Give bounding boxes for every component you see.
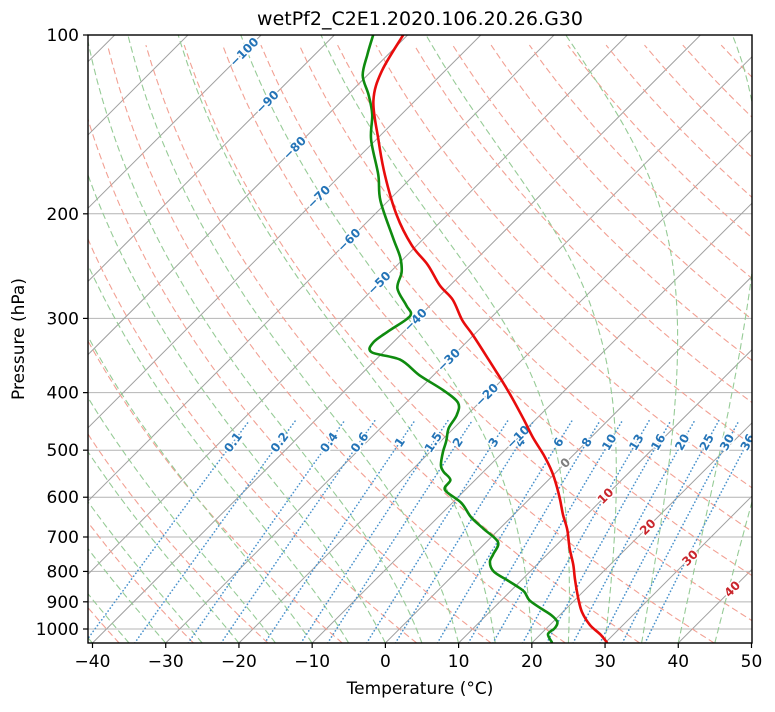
- y-tick-label: 500: [47, 441, 79, 461]
- x-axis-label: Temperature (°C): [346, 679, 494, 699]
- y-tick-label: 100: [47, 26, 79, 46]
- x-tick-label: −10: [294, 652, 330, 672]
- y-tick-label: 700: [47, 528, 79, 548]
- y-tick-label: 900: [47, 593, 79, 613]
- x-tick-label: 50: [741, 652, 763, 672]
- x-tick-label: 40: [667, 652, 689, 672]
- chart-title: wetPf2_C2E1.2020.106.20.26.G30: [257, 8, 583, 30]
- y-tick-label: 1000: [36, 620, 79, 640]
- x-tick-label: 20: [521, 652, 543, 672]
- y-tick-label: 400: [47, 384, 79, 404]
- y-tick-label: 800: [47, 562, 79, 582]
- x-tick-label: −20: [221, 652, 257, 672]
- x-tick-label: 0: [380, 652, 391, 672]
- y-tick-label: 600: [47, 488, 79, 508]
- y-tick-label: 200: [47, 205, 79, 225]
- y-tick-label: 300: [47, 309, 79, 329]
- x-tick-label: −30: [148, 652, 184, 672]
- x-tick-label: 10: [448, 652, 470, 672]
- y-axis-label: Pressure (hPa): [9, 278, 29, 400]
- x-tick-label: 30: [594, 652, 616, 672]
- x-tick-label: −40: [75, 652, 111, 672]
